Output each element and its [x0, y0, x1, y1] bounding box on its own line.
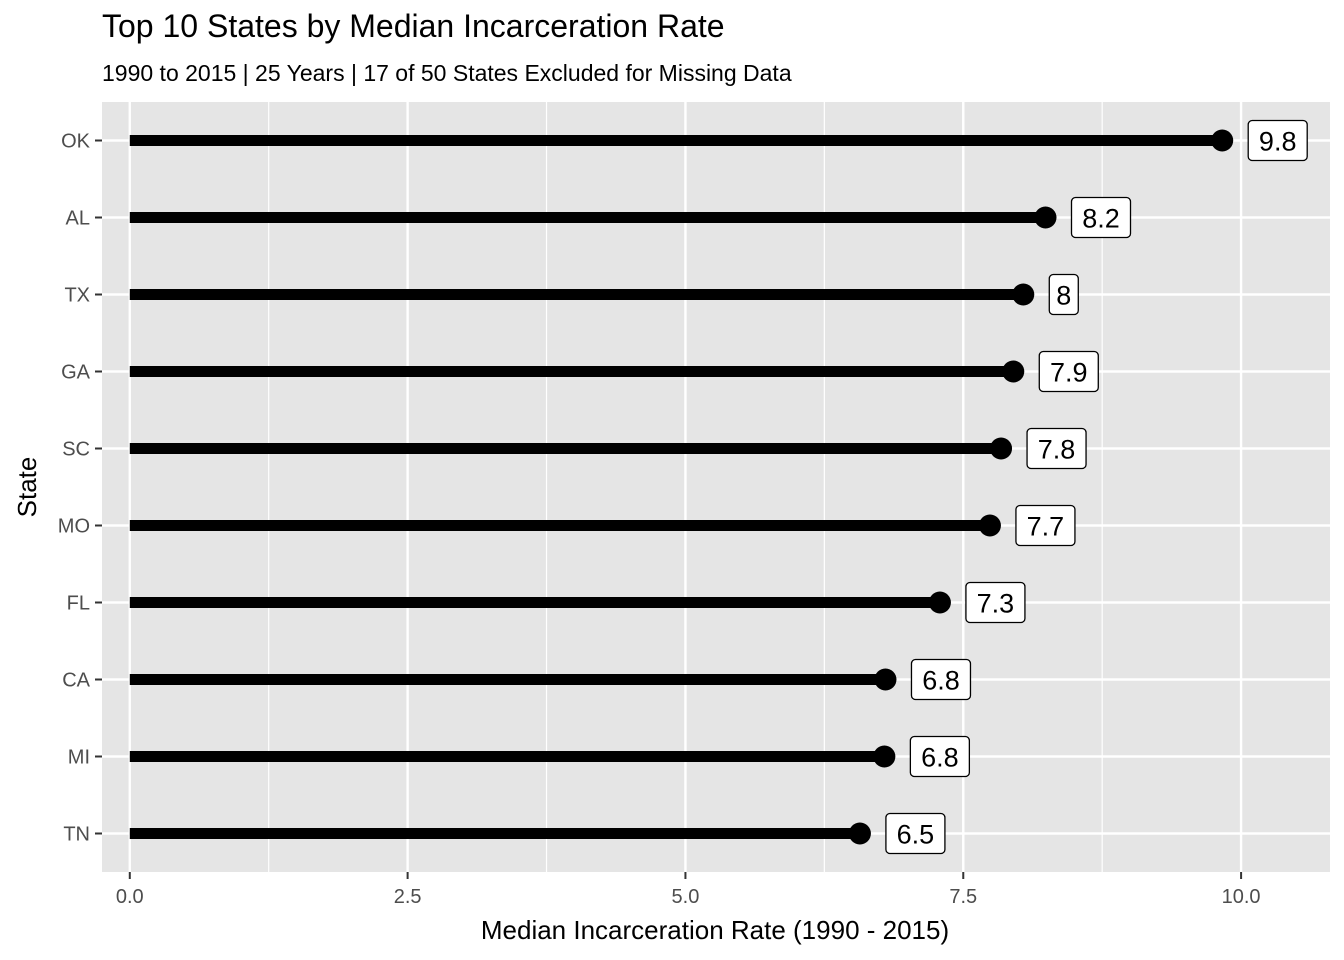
- y-tick-label: TX: [64, 285, 90, 307]
- lollipop-point: [990, 437, 1013, 460]
- lollipop-point: [1034, 206, 1057, 229]
- value-label: 8.2: [1082, 204, 1120, 234]
- lollipop-point: [1211, 129, 1234, 152]
- value-label-box: [910, 658, 972, 701]
- y-tick-label: CA: [62, 670, 90, 692]
- value-label: 6.8: [921, 743, 959, 773]
- x-axis-title: Median Incarceration Rate (1990 - 2015): [481, 915, 949, 945]
- lollipop-point: [1012, 283, 1035, 306]
- value-label: 6.5: [897, 820, 935, 850]
- value-label: 7.9: [1050, 358, 1088, 388]
- lollipop-point: [928, 591, 951, 614]
- y-tick-label: MI: [68, 747, 90, 769]
- lollipop-point: [874, 668, 897, 691]
- value-label-box: [1070, 196, 1132, 239]
- x-axis: 0.0 2.5 5.0 7.5 10.0: [116, 872, 1261, 908]
- lollipop-point: [978, 514, 1001, 537]
- chart-title: Top 10 States by Median Incarceration Ra…: [102, 8, 725, 44]
- y-tick-label: TN: [63, 824, 90, 846]
- value-label: 7.3: [977, 589, 1015, 619]
- value-label-box: [1015, 504, 1076, 547]
- value-label-box: [1048, 273, 1079, 316]
- x-tick-label: 0.0: [116, 886, 144, 908]
- value-label-box: [909, 735, 971, 778]
- x-tick-label: 2.5: [394, 886, 422, 908]
- value-label: 8: [1056, 281, 1071, 311]
- y-tick-label: AL: [66, 208, 90, 230]
- x-tick-label: 5.0: [672, 886, 700, 908]
- value-label-box: [1247, 119, 1308, 162]
- value-label: 7.8: [1038, 435, 1076, 465]
- y-tick-label: SC: [62, 439, 90, 461]
- y-tick-label: MO: [58, 516, 90, 538]
- value-label: 9.8: [1259, 127, 1297, 157]
- chart-subtitle: 1990 to 2015 | 25 Years | 17 of 50 State…: [102, 60, 792, 86]
- lollipop-point: [1002, 360, 1025, 383]
- y-tick-label: OK: [61, 131, 91, 153]
- y-axis-title: State: [12, 457, 42, 518]
- y-tick-label: GA: [61, 362, 91, 384]
- value-label: 6.8: [922, 666, 960, 696]
- y-tick-label: FL: [67, 593, 90, 615]
- x-tick-label: 7.5: [949, 886, 977, 908]
- value-label-box: [885, 812, 946, 855]
- x-tick-label: 10.0: [1222, 886, 1261, 908]
- value-label-box: [1026, 427, 1087, 470]
- value-label: 7.7: [1027, 512, 1065, 542]
- lollipop-point: [873, 745, 896, 768]
- value-label-box: [965, 581, 1026, 624]
- lollipop-point: [848, 822, 871, 845]
- y-axis: OK AL TX GA SC MO FL CA MI TN: [58, 131, 102, 846]
- value-label-box: [1038, 350, 1099, 393]
- data-marks: 9.8 8.2 8 7.9 7.8 7.7 7.3 6.8 6.8 6.5: [129, 119, 1308, 855]
